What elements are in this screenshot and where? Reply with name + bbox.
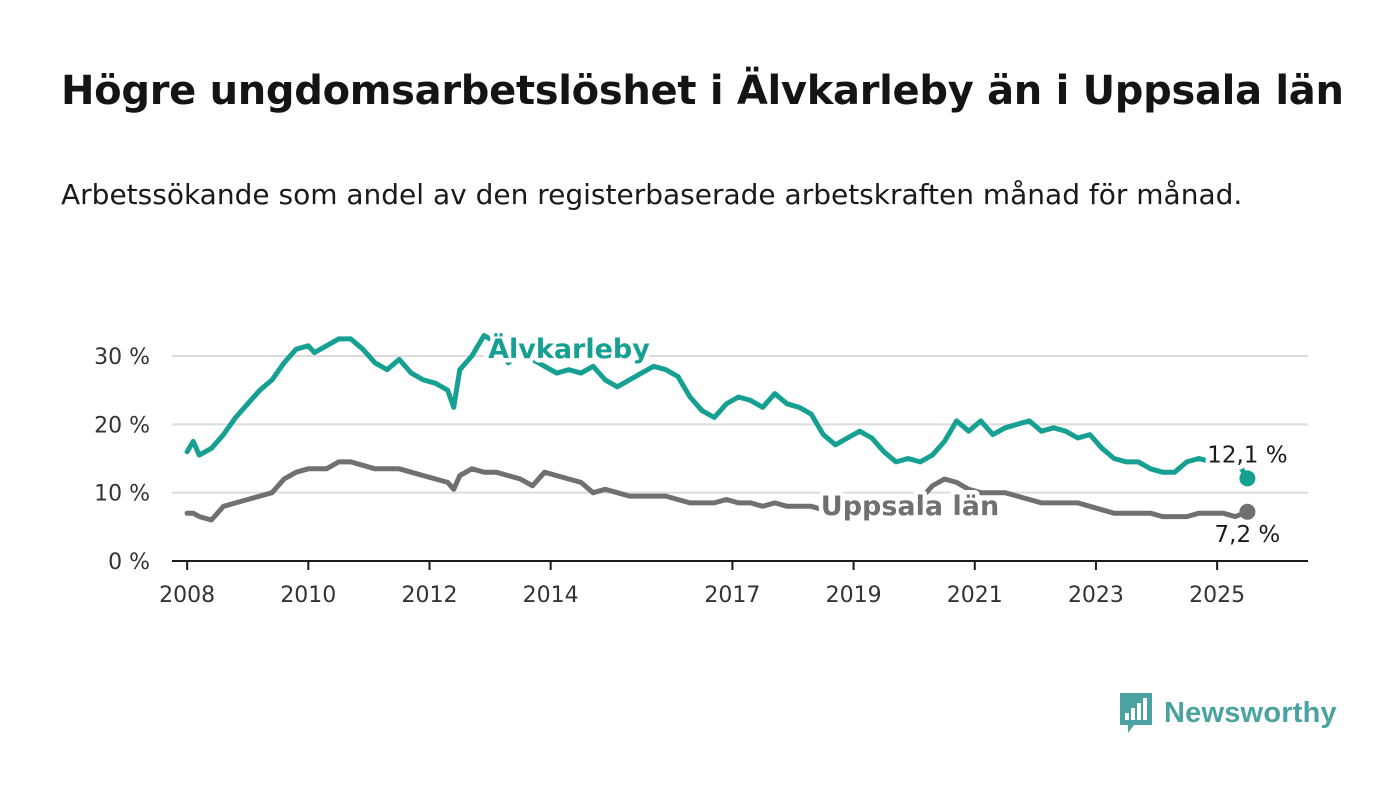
uppsala-lan-end-label-text: 7,2 % bbox=[1215, 522, 1281, 548]
x-tick-label: 2019 bbox=[826, 583, 882, 608]
alvkarleby-line bbox=[184, 333, 1250, 481]
x-tick-label: 2008 bbox=[159, 583, 215, 608]
series-label-alvkarleby-halo: Älvkarleby bbox=[488, 333, 650, 365]
series-label-uppsala-lan-text: Uppsala län bbox=[821, 491, 999, 522]
newsworthy-logo-icon bbox=[1120, 693, 1152, 733]
x-tick-label: 2025 bbox=[1189, 583, 1245, 608]
uppsala-lan-end-label-halo: 7,2 % bbox=[1215, 522, 1281, 548]
x-tick-label: 2021 bbox=[947, 583, 1003, 608]
y-tick-label: 10 % bbox=[94, 482, 150, 507]
x-tick-label: 2023 bbox=[1068, 583, 1124, 608]
alvkarleby-end-label-text: 12,1 % bbox=[1207, 442, 1287, 468]
x-tick-label: 2014 bbox=[523, 583, 579, 608]
series-label-uppsala-lan-halo: Uppsala län bbox=[821, 491, 999, 522]
alvkarleby-end-label: 12,1 %12,1 % bbox=[1203, 438, 1292, 473]
y-tick-label: 20 % bbox=[94, 413, 150, 438]
series-label-alvkarleby-text: Älvkarleby bbox=[488, 333, 650, 365]
y-tick-label: 30 % bbox=[94, 345, 150, 370]
chart-subtitle: Arbetssökande som andel av den registerb… bbox=[61, 178, 1243, 211]
uppsala-lan-end-label: 7,2 %7,2 % bbox=[1210, 517, 1285, 552]
uppsala-lan-end-point bbox=[1239, 503, 1256, 520]
y-tick-label: 0 % bbox=[108, 550, 150, 575]
alvkarleby-end-point bbox=[1239, 470, 1256, 487]
uppsala-lan-line bbox=[184, 459, 1250, 523]
x-tick-label: 2012 bbox=[401, 583, 457, 608]
x-tick-label: 2010 bbox=[280, 583, 336, 608]
newsworthy-logo: Newsworthy bbox=[1118, 690, 1337, 736]
chart-title: Högre ungdomsarbetslöshet i Älvkarleby ä… bbox=[61, 68, 1344, 114]
x-tick-label: 2017 bbox=[704, 583, 760, 608]
logo-text: Newsworthy bbox=[1164, 696, 1337, 729]
alvkarleby-end-label-halo: 12,1 % bbox=[1207, 442, 1287, 468]
